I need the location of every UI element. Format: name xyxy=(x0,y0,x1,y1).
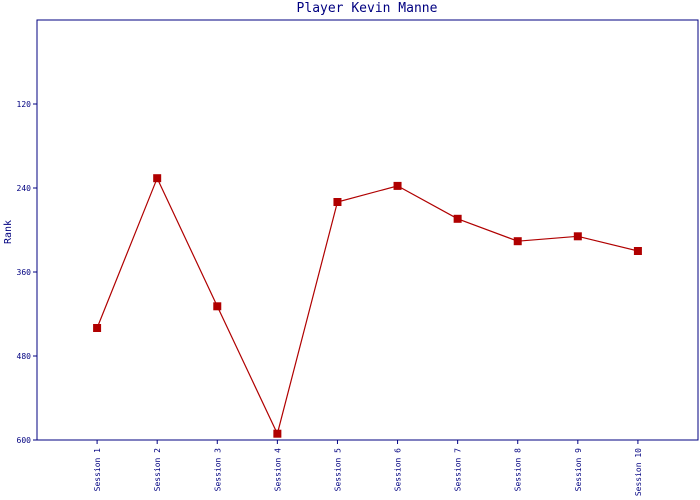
point-marker xyxy=(153,174,162,183)
x-tick-label: Session 8 xyxy=(514,448,523,492)
plot-frame xyxy=(36,19,699,441)
x-tick-label: Session 4 xyxy=(273,448,282,492)
point-marker xyxy=(93,324,102,332)
x-tick-label: Session 1 xyxy=(93,448,102,492)
point-marker xyxy=(633,247,642,255)
y-tick-label: 480 xyxy=(17,352,32,361)
y-tick-label: 360 xyxy=(17,268,32,277)
x-tick-label: Session 7 xyxy=(454,448,463,492)
chart-title: Player Kevin Manne xyxy=(297,1,438,16)
y-axis-label: Rank xyxy=(3,220,14,244)
x-tick-label: Session 9 xyxy=(574,448,583,492)
x-tick-label: Session 2 xyxy=(153,448,162,492)
point-marker xyxy=(213,302,222,311)
x-tick-label: Session 3 xyxy=(213,448,222,492)
series-line xyxy=(96,176,639,436)
x-tick-label: Session 6 xyxy=(394,448,403,492)
point-marker xyxy=(393,181,402,190)
y-tick-label: 600 xyxy=(17,436,32,445)
point-marker xyxy=(273,429,282,438)
point-marker xyxy=(513,237,522,246)
point-marker xyxy=(573,232,582,241)
y-tick-label: 120 xyxy=(17,100,32,109)
point-marker xyxy=(333,198,342,206)
point-marker xyxy=(453,214,462,223)
y-tick-label: 240 xyxy=(17,184,32,193)
x-tick-label: Session 10 xyxy=(634,448,643,496)
x-tick-label: Session 5 xyxy=(333,448,342,492)
